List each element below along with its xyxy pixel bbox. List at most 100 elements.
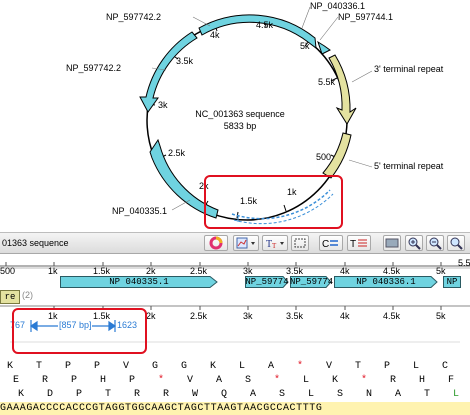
amino-acid: G <box>151 361 158 372</box>
feature-label[interactable]: NP_040335.1 <box>112 206 168 216</box>
ruler-tick: 5k <box>436 266 446 276</box>
feature-np040335-arc <box>149 138 219 219</box>
amino-acid: S <box>244 375 251 386</box>
lower-ruler-tick: 1.5k <box>93 311 111 321</box>
amino-acid: * <box>360 375 367 386</box>
amino-acid: R <box>389 375 396 386</box>
feature-np040335[interactable]: NP 040335.1 <box>60 276 218 288</box>
lower-ruler-tick: 3k <box>243 311 253 321</box>
lower-ruler-tick: 2k <box>146 311 156 321</box>
amino-acid: W <box>191 389 198 400</box>
feature-np597744-b[interactable]: NP_59774 <box>290 276 334 288</box>
amino-acid: L <box>238 361 245 372</box>
ruler-tick: 1.5k <box>93 266 111 276</box>
linear-ruler-graphics <box>0 262 470 343</box>
feature-label[interactable]: NP_597742.2 <box>106 12 162 22</box>
select-tool-button[interactable] <box>291 235 309 251</box>
repeat-stub-label: re <box>4 292 16 302</box>
feature-label[interactable]: NP_597742.2 <box>66 63 122 73</box>
amino-acid: A <box>249 389 256 400</box>
feature-np040336[interactable]: NP 040336.1 <box>334 276 438 288</box>
svg-text:T: T <box>272 242 277 250</box>
map-tick: 5k <box>300 41 310 51</box>
feature-5prime-repeat-arc <box>322 132 352 179</box>
graph-button[interactable] <box>233 235 259 251</box>
translation-frame-1: K T P P V G G K L A * V T P L C <box>0 360 470 374</box>
sequence-tab-title[interactable]: 01363 sequence <box>2 238 69 248</box>
lower-ruler-tick: 4k <box>340 311 350 321</box>
lower-ruler-tick: 5k <box>436 311 446 321</box>
lower-ruler-tick: 1k <box>48 311 58 321</box>
map-tick: 3.5k <box>176 56 194 66</box>
map-tick: 500 <box>316 152 332 162</box>
ruler-tick: 4.5k <box>383 266 401 276</box>
feature-label[interactable]: 3' terminal repeat <box>374 64 444 74</box>
zoom-fit-button[interactable] <box>447 235 465 251</box>
amino-acid: P <box>64 361 71 372</box>
plasmid-ring <box>139 6 373 225</box>
map-tick: 1k <box>287 187 297 197</box>
feature-np-partial[interactable]: NP <box>443 276 461 288</box>
amino-acid: A <box>394 389 401 400</box>
ruler-tick: 1k <box>48 266 58 276</box>
amino-acid: K <box>209 361 216 372</box>
amino-acid: A <box>267 361 274 372</box>
image-icon <box>385 238 399 248</box>
feature-np597744-a[interactable]: NP_59774 <box>245 276 289 288</box>
selection-arc <box>231 189 331 220</box>
amino-acid: A <box>215 375 222 386</box>
map-tick: 5.5k <box>318 77 336 87</box>
dna-sequence[interactable]: GAAAGACCCCACCCGTAGGTGGCAAGCTAGCTTAAGTAAC… <box>0 402 470 415</box>
amino-acid: * <box>273 375 280 386</box>
amino-acid: * <box>157 375 164 386</box>
complement-button[interactable]: C <box>319 235 343 251</box>
selection-end: 1623 <box>117 320 138 330</box>
chart-icon <box>236 237 255 249</box>
map-tick: 4.5k <box>256 20 274 30</box>
feature-label[interactable]: 5' terminal repeat <box>374 161 444 171</box>
amino-acid: F <box>447 375 454 386</box>
amino-acid: L <box>302 375 309 386</box>
zoom-in-button[interactable] <box>405 235 423 251</box>
feature-label[interactable]: NP_597744.1 <box>338 12 394 22</box>
amino-acid: S <box>336 389 343 400</box>
feature-label: NP_59774 <box>290 277 334 287</box>
linear-map[interactable]: 500 1k 1.5k 2k 2.5k 3k 3.5k 4k 4.5k 5k 5… <box>0 254 470 358</box>
amino-acid: L <box>412 361 419 372</box>
amino-acid: V <box>186 375 193 386</box>
amino-acid: T <box>354 361 361 372</box>
zoom-out-button[interactable] <box>426 235 444 251</box>
map-tick: 1.5k <box>240 196 258 206</box>
amino-acid: Q <box>220 389 227 400</box>
amino-acid: P <box>128 375 135 386</box>
image-export-button[interactable] <box>383 235 401 251</box>
ruler-tick: 3k <box>243 266 253 276</box>
amino-acid: D <box>46 389 53 400</box>
map-tick: 3k <box>158 100 168 110</box>
lower-ruler-tick: 3.5k <box>286 311 304 321</box>
circular-view-button[interactable] <box>204 235 228 251</box>
amino-acid: P <box>75 389 82 400</box>
ruler-tick: 500 <box>0 266 16 276</box>
dotted-select-icon <box>294 238 306 248</box>
selection-length: [857 bp] <box>59 320 92 330</box>
amino-acid: H <box>418 375 425 386</box>
amino-acid: K <box>331 375 338 386</box>
feature-np597742-arc <box>139 31 198 113</box>
feature-label[interactable]: NP_040336.1 <box>310 1 366 11</box>
zoom-fit-icon <box>450 237 463 250</box>
translation-button[interactable]: T <box>347 235 371 251</box>
amino-acid: R <box>41 375 48 386</box>
complement-icon: C <box>322 239 338 250</box>
ruler-tick: 3.5k <box>286 266 304 276</box>
feature-label: NP_59774 <box>245 277 289 287</box>
repeat-feature-stub[interactable]: re <box>0 290 20 304</box>
amino-acid: R <box>162 389 169 400</box>
circular-map[interactable]: NP_040336.1 NP_597744.1 NP_597742.2 NP_5… <box>0 0 470 232</box>
lower-ruler-tick: 2.5k <box>190 311 208 321</box>
feature-label: NP <box>446 277 458 287</box>
repeat-stub-count: (2) <box>22 290 33 300</box>
